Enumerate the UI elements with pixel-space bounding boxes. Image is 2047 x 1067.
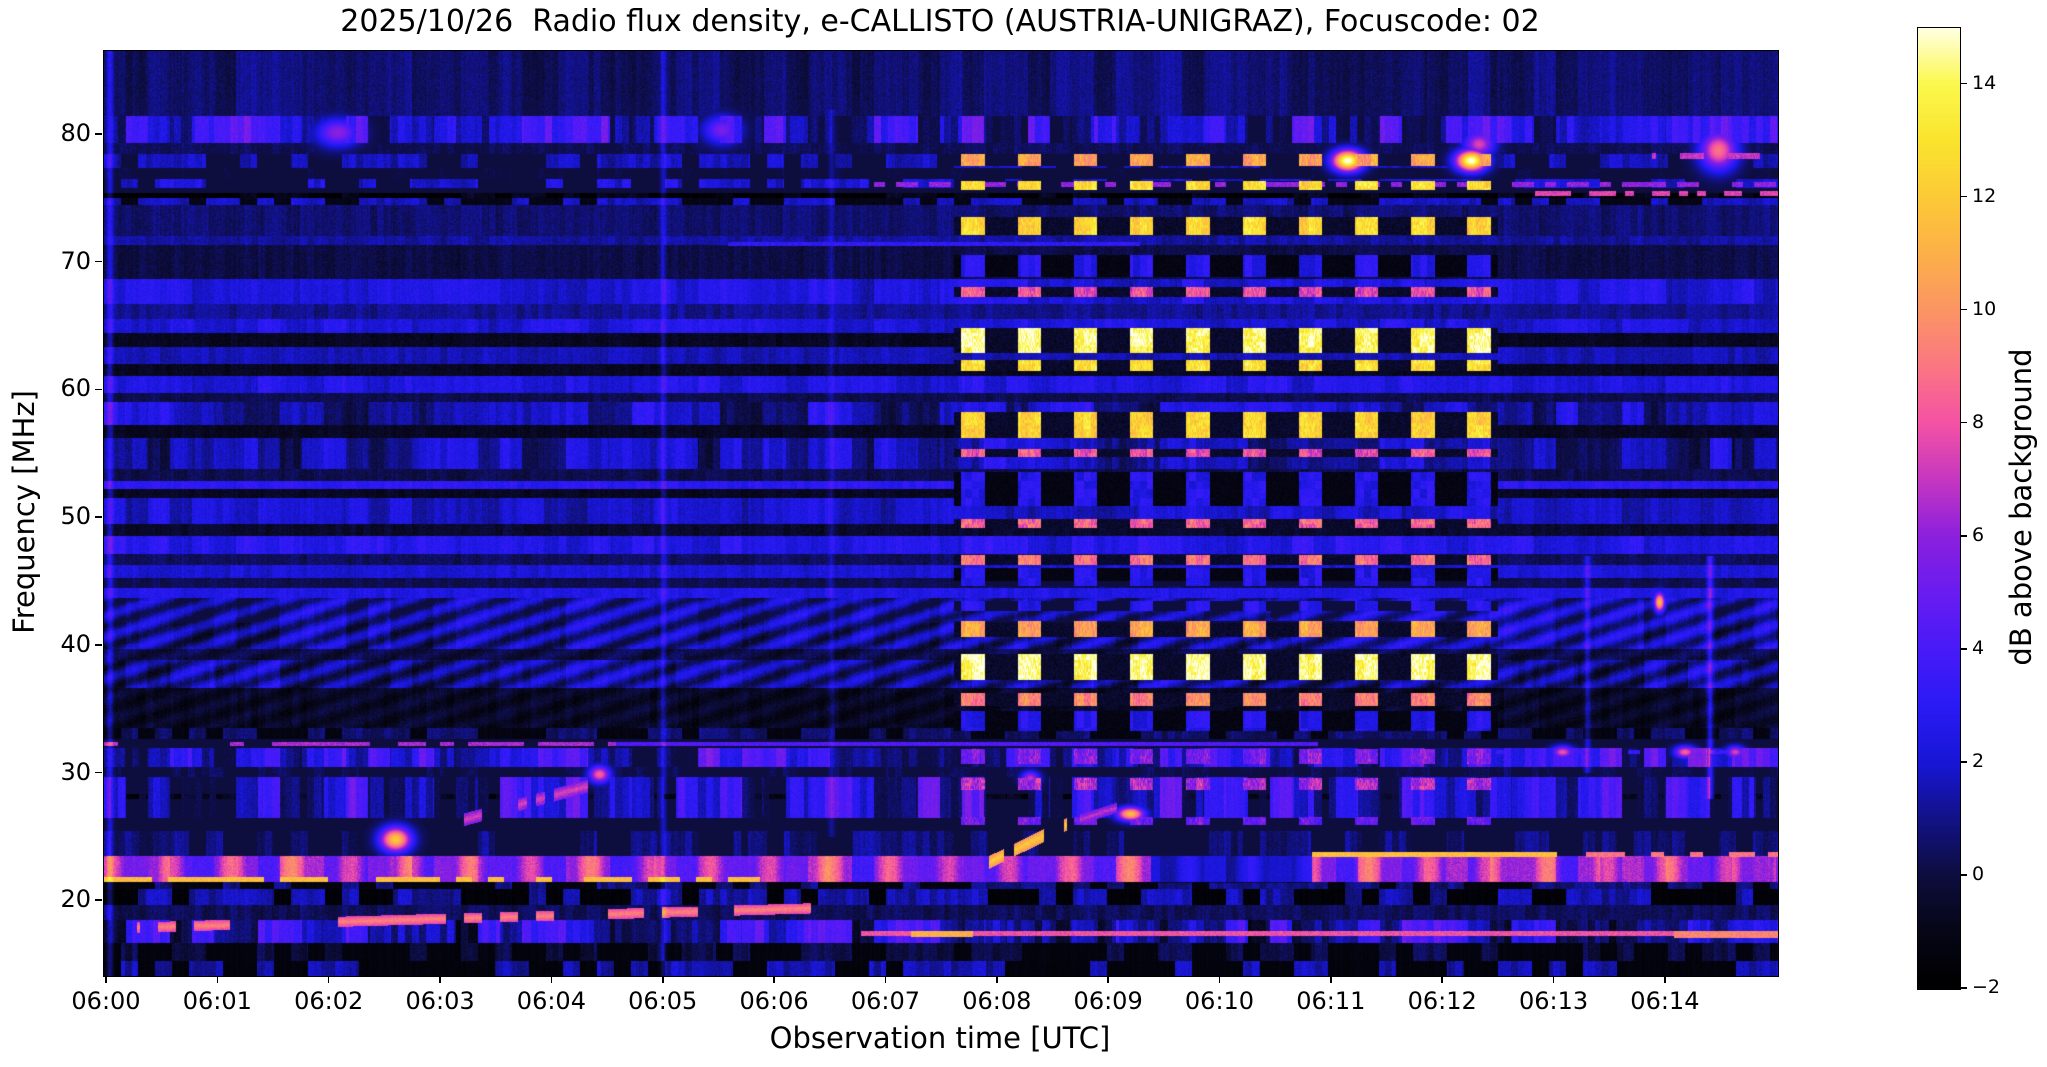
- y-tick-label: 30: [60, 757, 91, 786]
- y-tick-mark: [95, 644, 102, 646]
- colorbar-tick-label: 14: [1972, 71, 1997, 94]
- x-tick-mark: [1441, 976, 1443, 983]
- x-tick-label: 06:00: [71, 987, 141, 1015]
- x-tick-label: 06:05: [628, 987, 698, 1015]
- x-tick-label: 06:03: [405, 987, 475, 1015]
- colorbar-tick-label: 10: [1972, 297, 1997, 320]
- x-axis-label: Observation time [UTC]: [769, 1021, 1111, 1055]
- y-tick-label: 80: [60, 119, 91, 147]
- colorbar-tick-label: −2: [1972, 976, 2001, 998]
- x-tick-mark: [439, 976, 441, 983]
- colorbar-tick-label: 12: [1972, 184, 1997, 207]
- y-tick-mark: [95, 899, 102, 901]
- y-tick-label: 40: [60, 629, 91, 658]
- colorbar-tick-label: 0: [1972, 862, 1985, 885]
- x-tick-mark: [662, 976, 664, 983]
- x-tick-label: 06:09: [1073, 987, 1143, 1015]
- x-tick-mark: [884, 976, 887, 983]
- y-tick-mark: [95, 388, 102, 391]
- colorbar-gradient: [1918, 28, 1960, 989]
- colorbar-tick-label: 2: [1972, 749, 1985, 772]
- x-tick-mark: [216, 976, 219, 983]
- colorbar-tick-mark: [1960, 195, 1967, 198]
- x-tick-mark: [1664, 976, 1666, 983]
- x-tick-mark: [1218, 976, 1221, 983]
- y-axis-label: Frequency [MHz]: [7, 390, 41, 634]
- colorbar-label: dB above background: [2004, 348, 2038, 666]
- colorbar-tick-mark: [1960, 308, 1967, 311]
- x-tick-label: 06:13: [1518, 987, 1589, 1015]
- y-tick-label: 20: [60, 885, 91, 914]
- colorbar-tick-label: 8: [1972, 410, 1985, 433]
- x-tick-label: 06:11: [1296, 987, 1366, 1015]
- y-tick-mark: [95, 133, 102, 135]
- colorbar-tick-mark: [1960, 761, 1967, 763]
- colorbar-tick-mark: [1960, 535, 1967, 537]
- colorbar-tick-label: 4: [1972, 636, 1985, 659]
- colorbar-tick-mark: [1960, 82, 1967, 85]
- spectrogram-heatmap: [104, 51, 1778, 976]
- y-tick-mark: [95, 260, 102, 263]
- x-tick-label: 06:06: [739, 987, 809, 1015]
- x-tick-mark: [327, 976, 330, 983]
- x-tick-label: 06:14: [1630, 987, 1700, 1015]
- chart-title: 2025/10/26 Radio flux density, e-CALLIST…: [340, 4, 1540, 39]
- x-tick-mark: [550, 976, 553, 983]
- y-tick-label: 70: [60, 246, 91, 275]
- x-tick-label: 06:08: [962, 987, 1032, 1015]
- y-tick-mark: [95, 516, 102, 518]
- plot-area: [103, 50, 1779, 977]
- colorbar-tick-mark: [1960, 987, 1967, 989]
- x-tick-label: 06:04: [516, 987, 586, 1015]
- y-tick-mark: [95, 771, 102, 774]
- x-tick-mark: [996, 976, 998, 983]
- colorbar-tick-mark: [1960, 648, 1967, 650]
- colorbar-tick-mark: [1960, 421, 1967, 424]
- x-tick-mark: [1552, 976, 1555, 983]
- x-tick-label: 06:02: [294, 987, 364, 1015]
- x-tick-mark: [1330, 976, 1332, 983]
- x-tick-label: 06:10: [1184, 987, 1255, 1015]
- colorbar: [1917, 27, 1961, 990]
- x-tick-label: 06:07: [850, 987, 921, 1015]
- x-tick-label: 06:12: [1407, 987, 1477, 1015]
- y-tick-label: 60: [60, 374, 91, 403]
- x-tick-label: 06:01: [182, 987, 252, 1015]
- x-tick-mark: [1107, 976, 1109, 983]
- colorbar-tick-mark: [1960, 874, 1967, 876]
- colorbar-tick-label: 6: [1972, 523, 1985, 546]
- x-tick-mark: [105, 976, 107, 983]
- x-tick-mark: [773, 976, 775, 983]
- y-tick-label: 50: [60, 502, 91, 531]
